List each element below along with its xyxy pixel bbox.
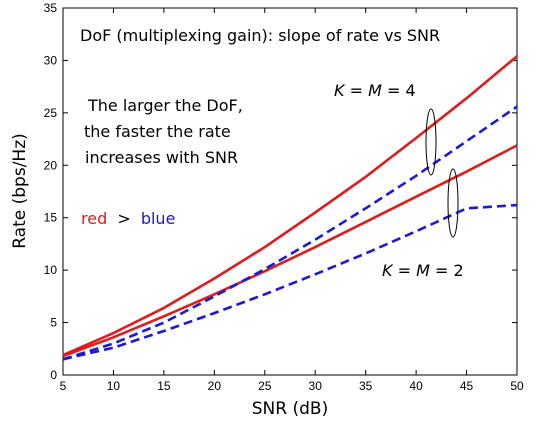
series-line-3 xyxy=(62,105,518,361)
x-axis-label: SNR (dB) xyxy=(252,399,328,419)
x-tick-label: 45 xyxy=(460,379,474,393)
series-group xyxy=(62,55,518,361)
x-tick-label: 5 xyxy=(60,379,67,393)
y-tick-label: 25 xyxy=(44,106,58,120)
series-line-4 xyxy=(62,203,518,361)
red-blue-comparison: red > blue xyxy=(81,209,175,228)
x-tick-label: 20 xyxy=(208,379,222,393)
x-tick-label: 25 xyxy=(258,379,272,393)
chart-annotation-title: DoF (multiplexing gain): slope of rate v… xyxy=(80,26,440,45)
k-equals-m-2-label: K = M = 2 xyxy=(382,261,464,280)
plot-frame xyxy=(62,7,518,376)
y-tick-label: 0 xyxy=(50,368,57,382)
annotation-line-1: The larger the DoF, xyxy=(87,96,243,115)
x-tick-label: 15 xyxy=(157,379,171,393)
k-equals-m-4-label: K = M = 4 xyxy=(334,81,416,100)
y-tick-label: 5 xyxy=(50,316,57,330)
blue-label: blue xyxy=(141,209,176,228)
annotation-line-2: the faster the rate xyxy=(84,122,231,141)
x-tick-label: 10 xyxy=(107,379,121,393)
k2-group-ellipse xyxy=(447,168,459,238)
k4-group-ellipse xyxy=(425,108,437,176)
y-tick-label: 15 xyxy=(44,211,58,225)
y-tick-label: 10 xyxy=(44,263,58,277)
annotation-line-3: increases with SNR xyxy=(85,148,238,167)
y-tick-label: 30 xyxy=(44,53,58,67)
x-tick-label: 30 xyxy=(309,379,323,393)
series-line-2 xyxy=(62,144,518,358)
greater-than-sign: > xyxy=(117,209,130,228)
series-line-1 xyxy=(62,55,518,357)
x-tick-label: 40 xyxy=(409,379,423,393)
y-axis-label: Rate (bps/Hz) xyxy=(10,133,30,249)
x-tick-label: 50 xyxy=(510,379,524,393)
y-tick-label: 35 xyxy=(44,1,58,15)
red-label: red xyxy=(81,209,107,228)
y-tick-label: 20 xyxy=(44,158,58,172)
x-tick-label: 35 xyxy=(359,379,373,393)
